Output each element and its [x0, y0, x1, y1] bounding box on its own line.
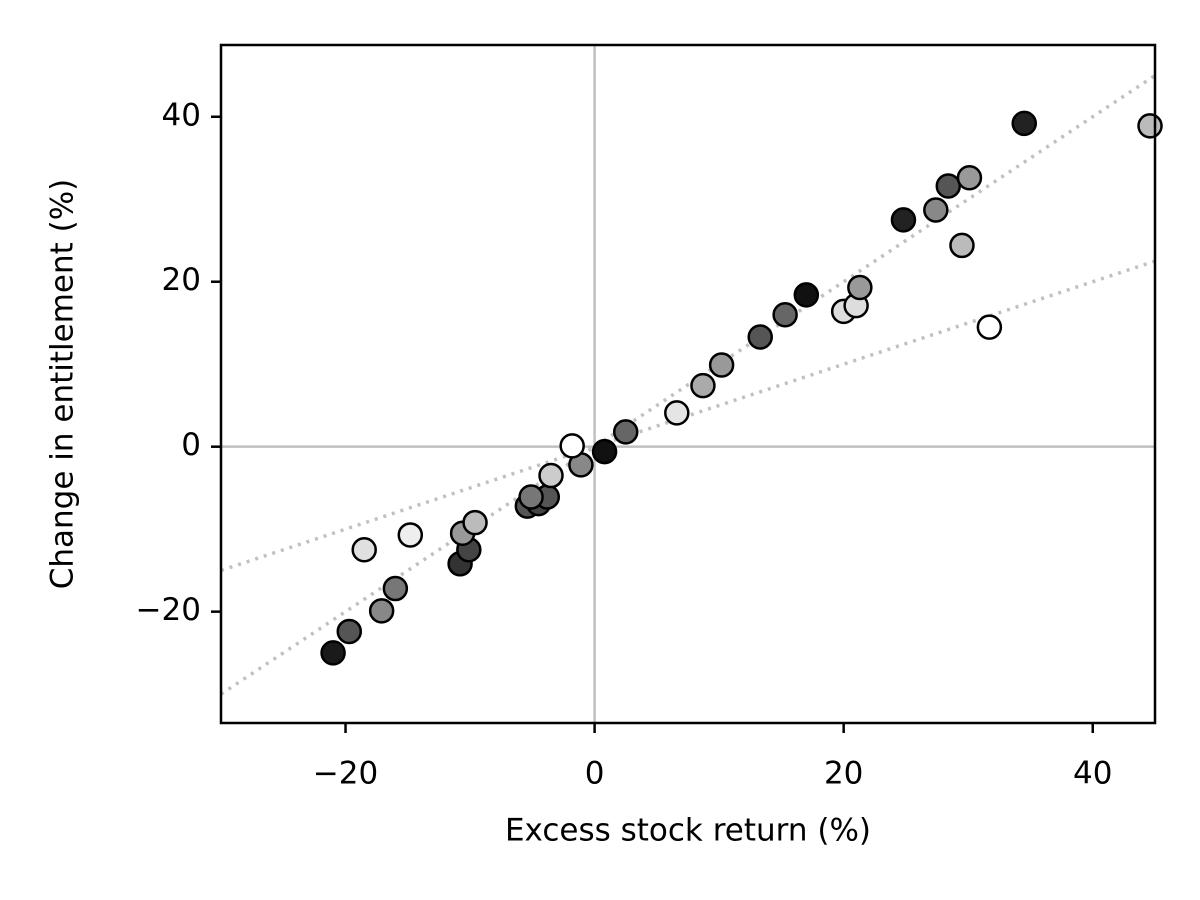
point — [708, 352, 735, 378]
point — [612, 419, 639, 445]
point — [793, 282, 820, 308]
point — [956, 165, 983, 191]
point — [538, 462, 564, 489]
x-tick-label: −20 — [313, 756, 378, 792]
reference-line — [220, 259, 1156, 573]
point — [320, 640, 346, 666]
point — [976, 314, 1003, 340]
y-tick-label: 20 — [162, 262, 201, 298]
point — [559, 433, 585, 459]
plot-frame — [219, 43, 1157, 725]
y-tick-label: 40 — [162, 97, 201, 133]
point — [462, 509, 488, 536]
point — [336, 618, 363, 645]
point — [747, 324, 773, 350]
point — [1011, 110, 1037, 137]
point — [368, 598, 395, 624]
x-tick-label: 20 — [824, 756, 863, 792]
point — [1137, 113, 1163, 139]
point — [382, 575, 409, 602]
point — [847, 274, 873, 301]
x-tick-label: 40 — [1073, 756, 1112, 792]
point — [949, 232, 975, 259]
y-axis-label: Change in entitlement (%) — [45, 179, 81, 590]
point — [518, 484, 544, 510]
x-tick-label: 0 — [585, 756, 605, 792]
point — [772, 301, 798, 328]
point — [935, 173, 962, 199]
point — [890, 207, 917, 233]
y-tick-label: −20 — [136, 592, 201, 628]
x-axis-label: Excess stock return (%) — [505, 813, 871, 849]
point — [591, 438, 618, 465]
y-tick-label: 0 — [181, 427, 201, 463]
point — [690, 372, 716, 399]
reference-line — [220, 74, 1156, 696]
point — [923, 197, 949, 223]
point — [351, 537, 377, 563]
point — [664, 400, 690, 426]
point — [397, 522, 424, 548]
